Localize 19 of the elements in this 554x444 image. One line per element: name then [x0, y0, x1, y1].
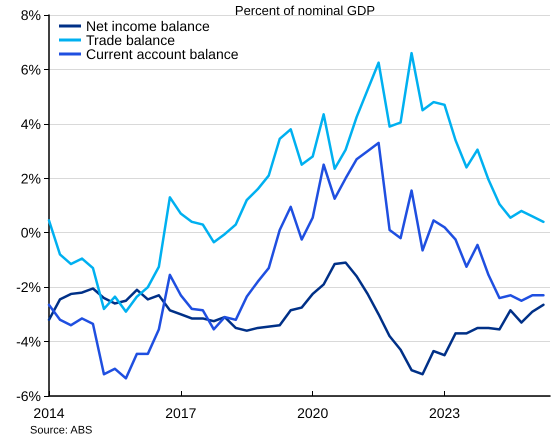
legend-label: Current account balance [86, 46, 239, 62]
chart-title: Percent of nominal GDP [234, 3, 376, 18]
y-tick-label: -2% [16, 279, 41, 296]
x-tick-label: 2023 [428, 405, 460, 421]
y-tick-label: 0% [20, 224, 41, 241]
line-series [48, 142, 545, 380]
y-tick-label: -4% [16, 334, 41, 350]
line-series [48, 261, 545, 376]
y-tick-label: 4% [20, 116, 41, 132]
x-tick-label: 2017 [165, 405, 197, 421]
y-tick-label: 2% [20, 170, 41, 186]
legend-label: Trade balance [86, 32, 176, 48]
y-tick-label: 8% [20, 7, 41, 23]
y-tick-label: -6% [16, 388, 41, 404]
y-tick-label: 6% [20, 61, 41, 78]
source-note: Source: ABS [30, 424, 92, 436]
legend-label: Net income balance [86, 18, 210, 34]
x-tick-label: 2020 [297, 405, 328, 421]
x-tick-label: 2014 [33, 405, 65, 421]
